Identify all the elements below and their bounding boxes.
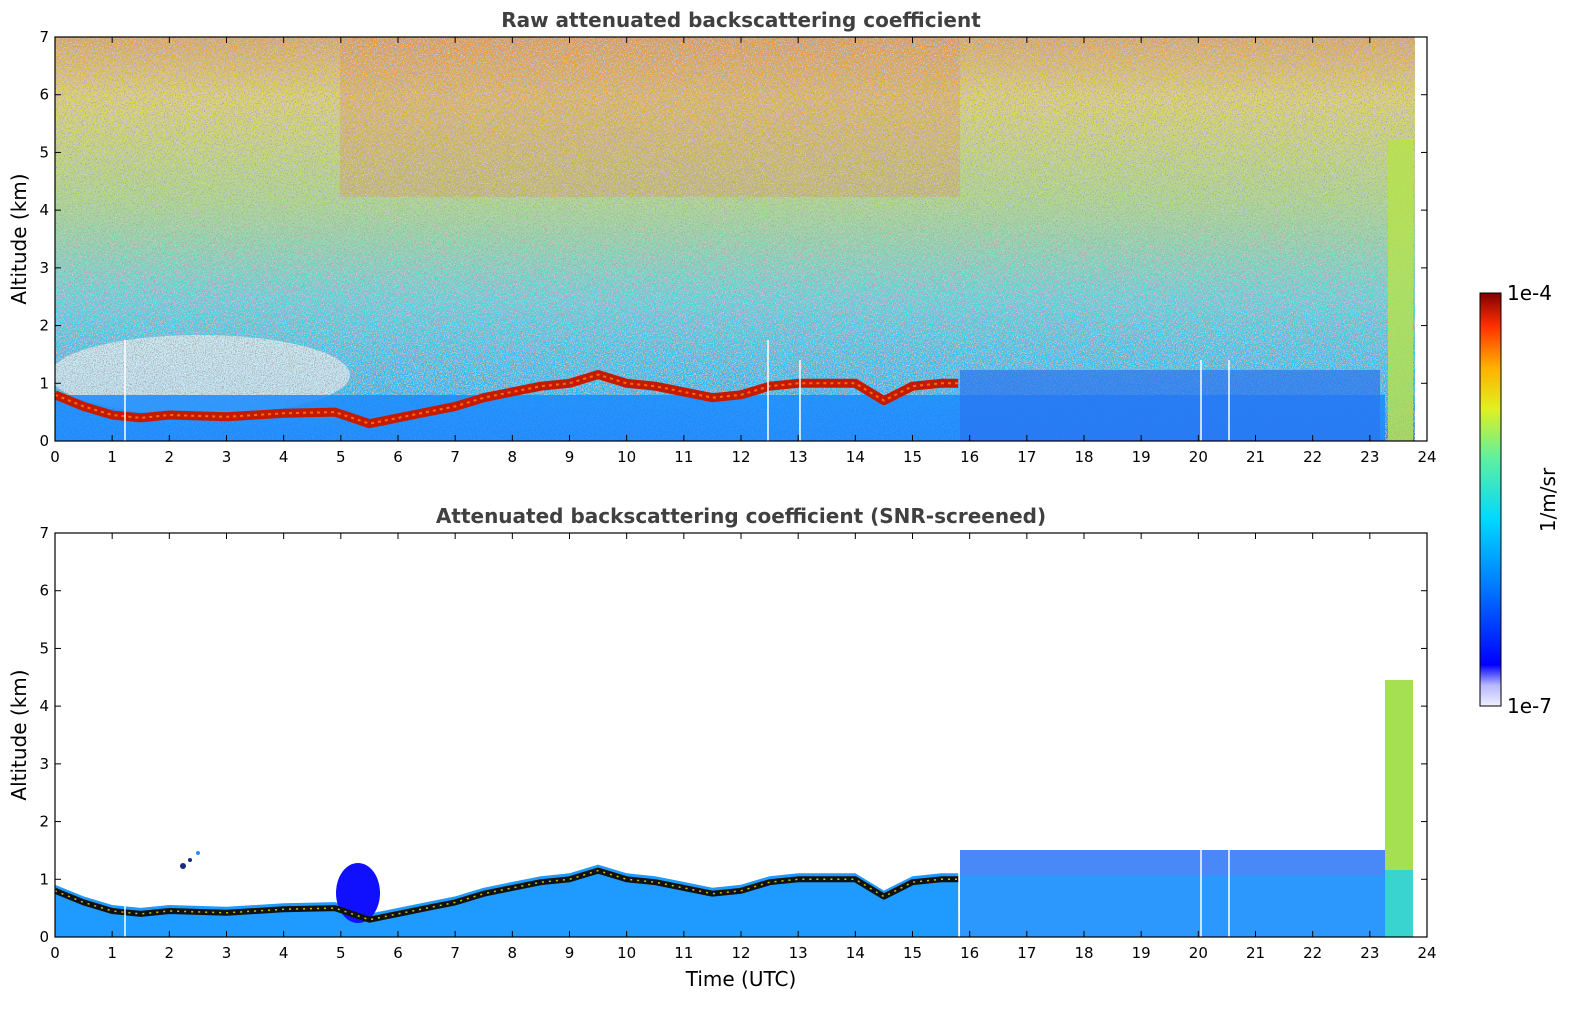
x-tick-label: 14 xyxy=(846,944,865,962)
cloud-layer-screened-edge xyxy=(55,869,959,921)
x-tick-label: 11 xyxy=(674,448,693,466)
x-tick-label: 2 xyxy=(165,448,175,466)
x-tick-label: 8 xyxy=(508,944,518,962)
x-tick-label: 19 xyxy=(1132,448,1151,466)
y-tick-label: 5 xyxy=(39,143,49,161)
y-tick-label: 1 xyxy=(39,870,49,888)
x-tick-label: 13 xyxy=(789,448,808,466)
panel-screened-heatmap xyxy=(55,533,1427,937)
x-tick-label: 0 xyxy=(50,944,60,962)
x-axis-label: Time (UTC) xyxy=(685,967,797,991)
x-tick-label: 3 xyxy=(222,448,232,466)
panel-screened-axes: 0 1 2 3 4 5 6 7 8 9 10 11 12 13 14 15 16 17 18 19 20 21 22 23 24… xyxy=(7,524,1437,962)
y-tick-label: 2 xyxy=(39,317,49,335)
x-tick-label: 9 xyxy=(565,944,575,962)
colorbar: 1e-4 1e-7 1/m/sr xyxy=(1479,281,1560,718)
panel-raw: Raw attenuated backscattering coefficien… xyxy=(7,8,1437,466)
x-tick-label: 22 xyxy=(1303,944,1322,962)
x-tick-label: 13 xyxy=(789,944,808,962)
x-tick-label: 0 xyxy=(50,448,60,466)
x-tick-label: 16 xyxy=(960,448,979,466)
x-tick-label: 10 xyxy=(617,944,636,962)
y-tick-label: 4 xyxy=(39,697,49,715)
y-axis-label: Altitude (km) xyxy=(7,173,31,304)
panel-screened: Attenuated backscattering coefficient (S… xyxy=(7,504,1437,991)
x-tick-label: 10 xyxy=(617,448,636,466)
colorbar-unit-label: 1/m/sr xyxy=(1536,467,1560,532)
colorbar-min-label: 1e-7 xyxy=(1507,694,1552,718)
x-tick-label: 23 xyxy=(1360,944,1379,962)
x-tick-label: 5 xyxy=(336,944,346,962)
x-tick-label: 6 xyxy=(393,448,403,466)
x-tick-label: 1 xyxy=(107,944,117,962)
x-tick-label: 14 xyxy=(846,448,865,466)
y-tick-label: 5 xyxy=(39,639,49,657)
x-tick-label: 23 xyxy=(1360,448,1379,466)
x-tick-label: 3 xyxy=(222,944,232,962)
x-tick-label: 15 xyxy=(903,448,922,466)
x-tick-label: 4 xyxy=(279,448,289,466)
x-tick-label: 4 xyxy=(279,944,289,962)
x-tick-label: 21 xyxy=(1246,448,1265,466)
y-tick-label: 4 xyxy=(39,201,49,219)
x-tick-label: 18 xyxy=(1074,944,1093,962)
y-tick-label: 0 xyxy=(39,928,49,946)
x-tick-label: 7 xyxy=(450,448,460,466)
panel-raw-heatmap xyxy=(55,37,1427,441)
colorbar-gradient xyxy=(1479,292,1502,707)
x-tick-label: 17 xyxy=(1017,944,1036,962)
x-tick-label: 19 xyxy=(1132,944,1151,962)
x-tick-label: 1 xyxy=(107,448,117,466)
y-axis-label: Altitude (km) xyxy=(7,669,31,800)
x-tick-label: 5 xyxy=(336,448,346,466)
x-tick-label: 17 xyxy=(1017,448,1036,466)
x-tick-label: 16 xyxy=(960,944,979,962)
x-tick-label: 11 xyxy=(674,944,693,962)
colorbar-max-label: 1e-4 xyxy=(1507,281,1552,305)
x-tick-label: 24 xyxy=(1417,944,1436,962)
x-tick-label: 12 xyxy=(731,944,750,962)
panel-raw-title: Raw attenuated backscattering coefficien… xyxy=(501,8,981,32)
x-tick-label: 24 xyxy=(1417,448,1436,466)
cloud-layer-screened xyxy=(55,867,959,923)
x-tick-label: 8 xyxy=(508,448,518,466)
y-tick-label: 0 xyxy=(39,432,49,450)
x-tick-label: 2 xyxy=(165,944,175,962)
x-tick-label: 12 xyxy=(731,448,750,466)
y-tick-label: 2 xyxy=(39,813,49,831)
x-tick-label: 21 xyxy=(1246,944,1265,962)
x-tick-label: 7 xyxy=(450,944,460,962)
y-tick-label: 7 xyxy=(39,524,49,542)
y-tick-label: 3 xyxy=(39,259,49,277)
x-tick-label: 18 xyxy=(1074,448,1093,466)
x-tick-label: 9 xyxy=(565,448,575,466)
cloud-layer-raw-edge xyxy=(55,373,959,425)
y-tick-label: 6 xyxy=(39,582,49,600)
x-tick-label: 6 xyxy=(393,944,403,962)
x-tick-label: 20 xyxy=(1189,448,1208,466)
x-tick-label: 20 xyxy=(1189,944,1208,962)
x-tick-label: 15 xyxy=(903,944,922,962)
y-tick-label: 6 xyxy=(39,86,49,104)
panel-raw-axes: 0 1 2 3 4 5 6 7 8 9 10 11 12 13 14 15 16 17 18 19 20 21 22 23 24… xyxy=(7,28,1437,466)
y-tick-label: 7 xyxy=(39,28,49,46)
x-tick-label: 22 xyxy=(1303,448,1322,466)
y-tick-label: 1 xyxy=(39,374,49,392)
panel-screened-title: Attenuated backscattering coefficient (S… xyxy=(436,504,1046,528)
y-tick-label: 3 xyxy=(39,755,49,773)
cloud-layer-raw xyxy=(55,370,959,429)
